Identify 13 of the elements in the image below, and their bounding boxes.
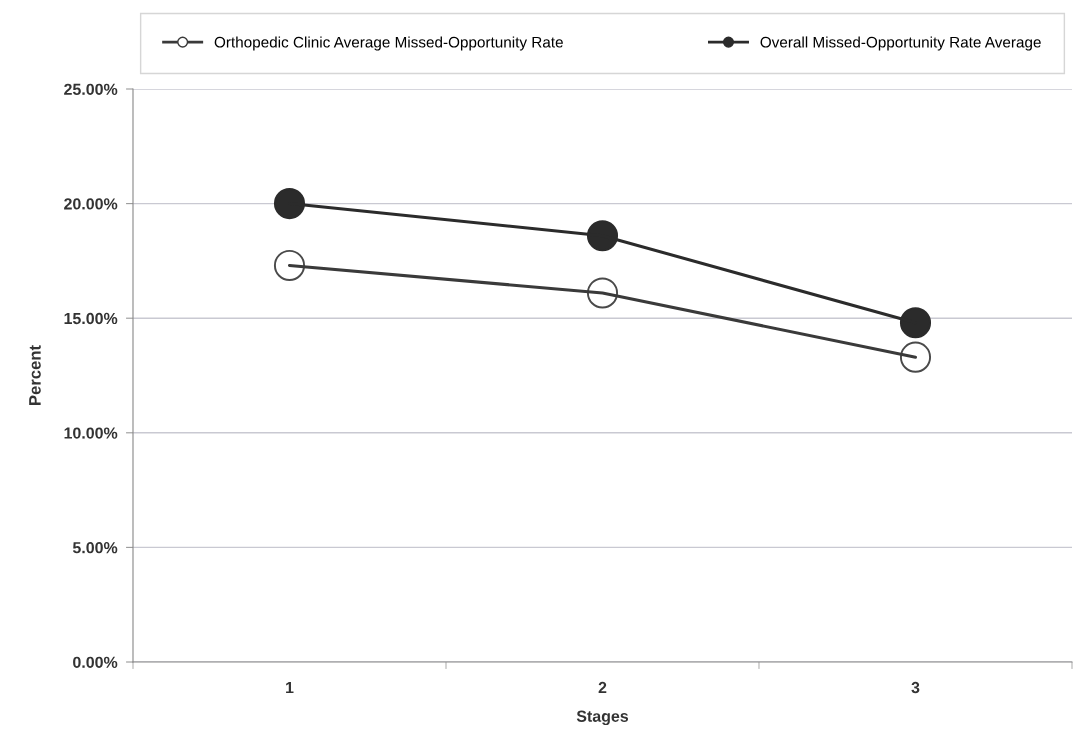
y-tick-label: 10.00% [64, 427, 118, 439]
x-tick-label: 3 [911, 681, 920, 694]
y-tick-label: 0.00% [73, 656, 118, 668]
legend-label: Orthopedic Clinic Average Missed-Opportunity Rate [214, 36, 563, 51]
x-tick-label: 2 [598, 681, 607, 694]
y-tick-label: 25.00% [64, 83, 118, 95]
x-tick-label: 1 [286, 682, 294, 694]
y-tick-label: 5.00% [72, 542, 118, 554]
x-axis-title: Stages [576, 710, 629, 726]
y-axis-title: Percent [29, 345, 41, 405]
legend-label: Overall Missed-Opportunity Rate Average [760, 36, 1041, 51]
y-tick-label: 15.00% [64, 312, 118, 325]
y-tick-label: 20.00% [64, 198, 118, 210]
